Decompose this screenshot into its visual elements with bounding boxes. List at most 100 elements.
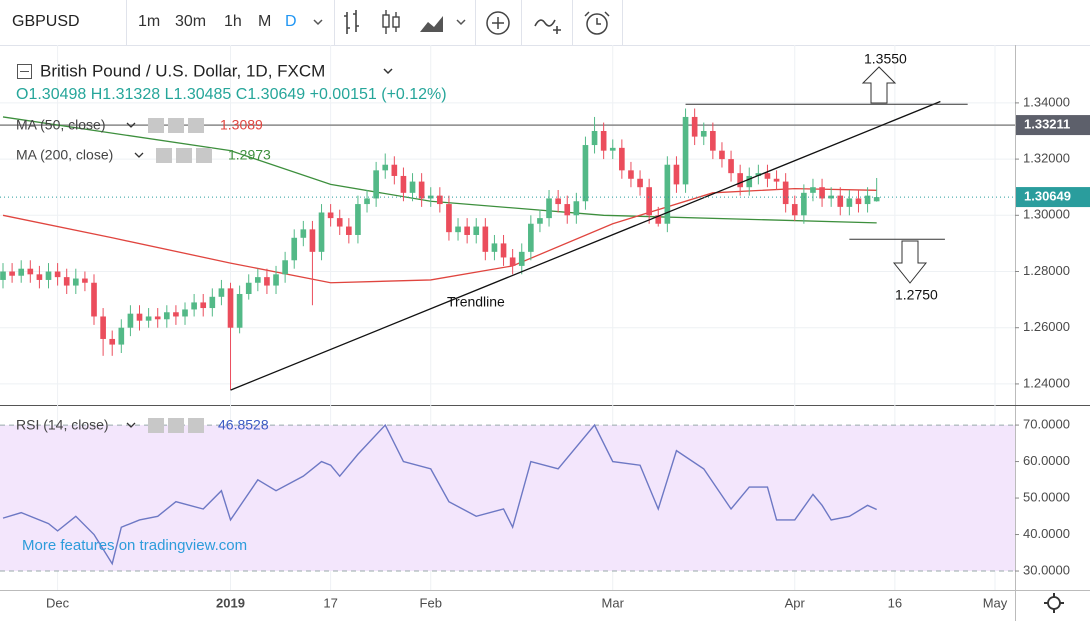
candle-body [473, 226, 480, 235]
alert-icon[interactable] [586, 13, 608, 35]
candle-body [737, 173, 743, 188]
candle-body [245, 282, 252, 294]
series-title: British Pound / U.S. Dollar, 1D, FXCM [40, 61, 325, 80]
candle-body [801, 192, 807, 216]
rsi-tick-label: 40.0000 [1023, 526, 1070, 541]
candle-body [18, 268, 25, 276]
candle-body [691, 116, 698, 137]
settings-button[interactable] [176, 148, 192, 163]
candle-body [300, 229, 307, 238]
target-down-label: 1.2750 [895, 287, 938, 303]
candle-body [655, 215, 662, 224]
candle-body [418, 181, 425, 199]
trendline-label: Trendline [447, 294, 505, 310]
dropdown[interactable] [383, 68, 393, 75]
compare-icon [492, 17, 504, 29]
rsi-value: 46.8528 [218, 417, 269, 433]
price-tick-label: 1.32000 [1023, 151, 1070, 166]
candle-body [482, 226, 489, 252]
candle-body [182, 309, 188, 317]
candle-body [163, 312, 170, 320]
candle-body [45, 271, 52, 280]
candle-body [873, 197, 880, 202]
interval[interactable]: 30m [175, 13, 206, 30]
candle-body [273, 274, 279, 286]
grid [0, 45, 1015, 590]
interval[interactable]: 1m [138, 13, 160, 30]
high: H1.31328 [91, 86, 160, 103]
dropdown[interactable] [456, 19, 466, 26]
area-icon[interactable] [420, 16, 443, 32]
candle-body [846, 198, 853, 207]
dropdown[interactable] [126, 122, 144, 428]
bars-icon[interactable] [344, 10, 359, 34]
candles-icon [382, 14, 390, 28]
indicators-icon[interactable] [534, 19, 561, 34]
price-tick-label: 1.28000 [1023, 263, 1070, 278]
candle-body [582, 145, 589, 202]
dropdown[interactable] [313, 19, 323, 26]
candle-body [564, 204, 571, 216]
candle-body [764, 173, 771, 179]
remove-button[interactable] [188, 118, 204, 133]
candle-body [309, 229, 316, 252]
eye-button[interactable] [148, 118, 164, 133]
candle-body [819, 187, 825, 199]
symbol[interactable]: GBPUSD [12, 13, 80, 30]
candle-body [191, 302, 197, 310]
candle-body [409, 181, 416, 193]
legend: British Pound / U.S. Dollar, 1D, FXCM O1… [16, 61, 447, 433]
collapse-icon[interactable] [17, 64, 32, 79]
candle-body [719, 150, 725, 160]
legend-buttons [148, 118, 212, 433]
candle-body [646, 187, 652, 216]
rsi-tick-label: 30.0000 [1023, 562, 1070, 577]
time-tick-label: 17 [323, 595, 337, 610]
time-tick-label: 16 [888, 595, 902, 610]
candle-body [628, 170, 634, 179]
candle-body [555, 198, 561, 205]
candle-body [391, 164, 398, 176]
candle-body [100, 316, 106, 339]
ohlc: O1.30498 H1.31328 L1.30485 C1.30649 +0.0… [16, 86, 447, 103]
candle-body [118, 327, 125, 345]
remove-button[interactable] [188, 418, 204, 433]
ma50-name: MA (50, close) [16, 117, 105, 133]
candle-body [72, 278, 79, 286]
compare-icon[interactable] [486, 11, 510, 35]
rsi-line [2, 423, 877, 566]
settings-button[interactable] [168, 418, 184, 433]
candle-body [855, 198, 862, 205]
target-up-label: 1.3550 [864, 51, 907, 67]
watermark[interactable]: More features on tradingview.com [22, 537, 247, 554]
interval-active[interactable]: D [285, 13, 297, 30]
price-tick-label: 1.34000 [1023, 94, 1070, 109]
eye-button[interactable] [156, 148, 172, 163]
time-tick-label: 2019 [216, 595, 245, 610]
candle-body [791, 204, 798, 216]
candle-body [864, 195, 871, 205]
toolbar: GBPUSD 1m 30m 1h M D [0, 0, 1090, 46]
candle-body [700, 130, 707, 137]
candle-body [746, 175, 753, 188]
interval[interactable]: M [258, 13, 271, 30]
candle-body [291, 237, 298, 261]
candle-body [236, 293, 243, 328]
candle-body [136, 313, 143, 321]
remove-button[interactable] [196, 148, 212, 163]
candle-body [810, 187, 816, 193]
candle-body [500, 243, 507, 258]
candle-body [546, 198, 552, 219]
rsi-tick-label: 60.0000 [1023, 453, 1070, 468]
settings-button[interactable] [168, 118, 184, 133]
candle-body [782, 181, 789, 205]
candles-icon [392, 16, 400, 28]
candle-body [728, 159, 734, 174]
candle-body [282, 260, 288, 275]
low: L1.30485 [165, 86, 232, 103]
candle-body [591, 130, 598, 146]
eye-button[interactable] [148, 418, 164, 433]
interval[interactable]: 1h [224, 13, 242, 30]
ma200-value: 1.2973 [228, 147, 271, 163]
time-tick-label: Feb [420, 595, 442, 610]
